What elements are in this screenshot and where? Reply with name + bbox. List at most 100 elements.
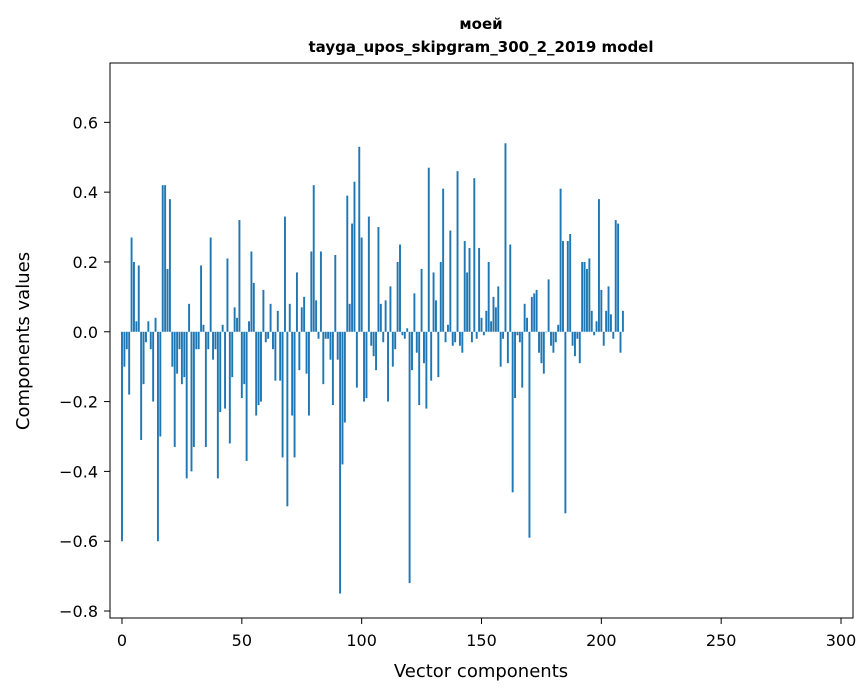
- bar: [185, 331, 188, 479]
- bar: [260, 331, 262, 402]
- x-tick-label: 100: [346, 631, 377, 650]
- bar: [243, 331, 246, 385]
- bar: [159, 331, 162, 437]
- bar: [516, 331, 519, 336]
- bar: [288, 303, 291, 332]
- bar: [274, 331, 277, 381]
- bar: [526, 317, 528, 332]
- bar: [140, 331, 143, 440]
- x-tick-label: 200: [586, 631, 617, 650]
- bar: [137, 265, 140, 332]
- bar: [540, 331, 543, 364]
- bar: [609, 314, 612, 332]
- bar: [387, 331, 389, 402]
- bar: [178, 331, 181, 350]
- bar: [423, 331, 425, 364]
- bar: [269, 303, 272, 332]
- bar: [343, 331, 346, 423]
- bar: [272, 331, 274, 350]
- bar: [377, 227, 380, 332]
- bar: [456, 171, 459, 332]
- bar: [475, 331, 478, 339]
- bar: [494, 307, 497, 332]
- x-axis-ticks: 0 50 100 150 200 250 300: [117, 618, 856, 650]
- bar-series: [121, 143, 624, 594]
- bar: [286, 331, 289, 507]
- bar: [497, 286, 500, 332]
- bar: [420, 268, 423, 332]
- bar: [569, 234, 572, 332]
- bar: [279, 331, 282, 381]
- bar: [231, 331, 234, 378]
- bar: [305, 331, 308, 374]
- y-tick-label: −0.2: [59, 393, 98, 412]
- bar: [413, 293, 416, 332]
- bar: [482, 331, 485, 336]
- bar: [552, 331, 555, 353]
- bar: [391, 331, 394, 367]
- bar: [425, 331, 428, 409]
- bar: [207, 331, 210, 350]
- bar: [329, 331, 332, 360]
- bar: [233, 307, 236, 332]
- bar: [200, 265, 203, 332]
- bar: [202, 324, 205, 332]
- y-tick-label: −0.4: [59, 462, 98, 481]
- bar: [293, 331, 296, 458]
- bar: [284, 216, 286, 332]
- bar: [406, 328, 409, 332]
- bar: [310, 251, 313, 332]
- bar: [336, 331, 339, 360]
- bar: [617, 223, 620, 332]
- bar: [363, 331, 366, 402]
- bar: [334, 254, 337, 332]
- bar: [351, 223, 354, 332]
- bar: [435, 300, 437, 332]
- bar: [307, 331, 310, 416]
- bar: [557, 324, 560, 332]
- bar: [303, 296, 306, 332]
- bar: [559, 188, 562, 332]
- bar: [240, 331, 243, 399]
- x-tick-label: 300: [826, 631, 857, 650]
- bar: [394, 331, 397, 350]
- bar: [564, 331, 567, 514]
- bar: [236, 317, 238, 332]
- bar: [144, 331, 147, 343]
- bar: [583, 261, 586, 332]
- bar: [315, 300, 318, 332]
- bar: [506, 331, 509, 364]
- bar: [331, 331, 334, 406]
- bar: [384, 300, 387, 332]
- bar: [454, 331, 457, 343]
- bar: [339, 331, 342, 594]
- bar: [523, 303, 526, 332]
- bar: [264, 331, 267, 343]
- bar: [451, 331, 454, 346]
- bar: [360, 237, 363, 332]
- y-axis-ticks: −0.8 −0.6 −0.4 −0.2 0.0 0.2 0.4 0.6: [59, 113, 110, 621]
- bar: [367, 216, 370, 332]
- bar: [600, 289, 603, 332]
- bar: [514, 331, 517, 399]
- bar: [341, 331, 344, 465]
- bar: [473, 178, 476, 332]
- bar: [379, 303, 382, 332]
- bar: [590, 310, 593, 332]
- bar: [485, 310, 488, 332]
- bar: [550, 331, 552, 346]
- bar: [518, 331, 521, 343]
- bar: [312, 185, 315, 332]
- bar: [255, 331, 258, 416]
- bar: [168, 199, 171, 332]
- bar: [152, 331, 155, 402]
- bar: [509, 244, 512, 332]
- bar: [257, 331, 260, 406]
- bar: [365, 331, 368, 399]
- bar: [375, 331, 378, 371]
- bar: [128, 331, 131, 395]
- x-tick-label: 0: [117, 631, 127, 650]
- bar: [480, 317, 483, 332]
- bar: [612, 331, 615, 339]
- bar: [300, 307, 303, 332]
